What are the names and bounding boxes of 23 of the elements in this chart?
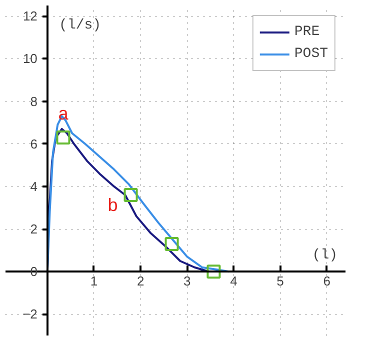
x-tick-label: 2 (136, 274, 144, 289)
y-tick-label: 4 (30, 178, 38, 194)
x-tick-label: 6 (323, 274, 330, 289)
annotation: a (58, 104, 70, 124)
point (164, 236, 179, 251)
y-tick-label: 12 (22, 8, 38, 24)
y-tick-label: 6 (30, 136, 38, 152)
x-axis-title: (l) (312, 248, 338, 264)
y-tick-label: 2 (30, 222, 38, 237)
point (124, 188, 138, 202)
y-tick-label: 10 (22, 51, 38, 66)
y-tick-label: −2 (22, 306, 38, 322)
point (56, 130, 70, 144)
point (206, 264, 221, 279)
legend-label: PRE (294, 24, 320, 40)
y-tick-label: 8 (30, 94, 38, 109)
x-tick-label: 3 (184, 274, 191, 289)
y-axis-title: (l/s) (59, 18, 102, 34)
x-tick-label: 1 (90, 274, 98, 289)
legend-label: POST (294, 46, 328, 62)
x-tick-label: 4 (230, 274, 238, 289)
x-tick-label: 5 (276, 274, 284, 289)
annotation: b (108, 194, 118, 215)
